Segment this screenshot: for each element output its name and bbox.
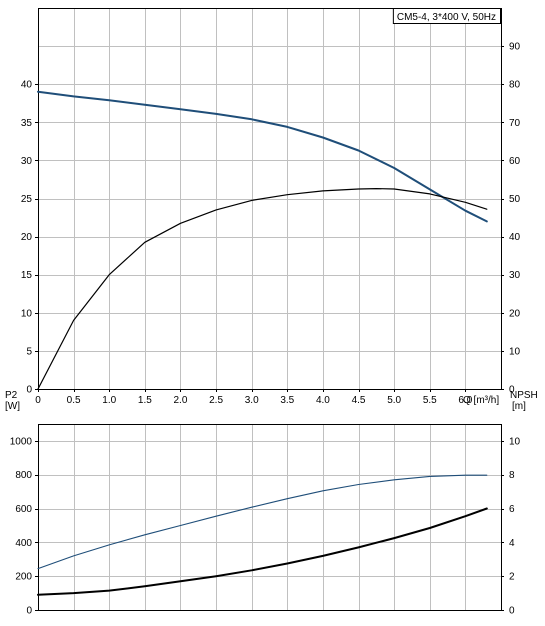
left-axis-tick-label: 30 [21,156,33,167]
right-axis-tick-label: 80 [509,80,521,91]
left-axis-tick-label: 400 [15,538,32,549]
x-axis-tick-label: 2.0 [174,395,188,406]
left-axis-tick-label: 5 [26,346,32,357]
right-axis-tick-label: 8 [509,470,515,481]
left-axis-tick-label: 800 [15,470,32,481]
x-axis-tick-label: 5.0 [387,395,401,406]
chart-title-box: CM5-4, 3*400 V, 50Hz [392,8,501,24]
right-axis-tick-label: 90 [509,42,521,53]
right-axis-tick-label: 10 [509,346,521,357]
left-axis-tick-label: 600 [15,504,32,515]
right-axis-label: NPSH [510,390,538,401]
x-axis-tick-label: 1.0 [102,395,116,406]
right-axis-tick-label: 0 [509,385,515,396]
right-axis-tick-label: 0 [509,606,515,617]
left-axis-tick-label: 10 [21,308,33,319]
right-axis-tick-label: 10 [509,436,521,447]
right-axis-unit: [m] [512,401,526,412]
series-line-2 [37,507,488,596]
right-axis-tick-label: 40 [509,232,521,243]
plot-frame [38,424,502,611]
left-axis-tick-label: 0 [26,606,32,617]
right-axis-tick-label: 30 [509,270,521,281]
x-axis-tick-label: 3.0 [245,395,259,406]
left-axis-unit: [W] [5,401,20,412]
head-efficiency-panel: 05101520253035400102030405060708090H[m]e… [21,8,521,406]
x-axis-tick-label: 2.5 [209,395,223,406]
x-axis-tick-label: 6.0 [458,395,472,406]
left-axis-tick-label: 40 [21,80,33,91]
right-axis-tick-label: 70 [509,118,521,129]
x-axis-tick-label: 0 [35,395,41,406]
title-box-border [392,8,501,24]
series-line-1 [37,474,488,570]
left-axis-tick-label: 20 [21,232,33,243]
left-axis-label: P2 [5,390,18,401]
left-axis-tick-label: 25 [21,194,33,205]
left-axis-tick-label: 1000 [10,436,33,447]
right-axis-tick-label: 20 [509,308,521,319]
series-line-2 [37,188,488,390]
right-axis-tick-label: 50 [509,194,521,205]
x-axis-tick-label: 3.5 [280,395,294,406]
left-axis-tick-label: 0 [26,385,32,396]
left-axis-tick-label: 200 [15,572,32,583]
right-axis-tick-label: 4 [509,538,515,549]
x-axis-tick-label: 5.5 [423,395,437,406]
left-axis-tick-label: 35 [21,118,33,129]
x-axis-tick-label: 0.5 [67,395,81,406]
x-axis-tick-label: 4.5 [352,395,366,406]
x-axis-tick-label: 1.5 [138,395,152,406]
power-npsh-panel: 0 200 400 600 800 1000 0 2 4 6 8 10 P2[W] NPSH[m] [5,390,538,617]
chart-title: CM5-4, 3*400 V, 50Hz [397,12,496,23]
right-axis-tick-label: 2 [509,572,515,583]
left-axis-tick-label: 15 [21,270,33,281]
x-axis-tick-label: 4.0 [316,395,330,406]
series-line-1 [37,90,488,223]
x-axis-label: Q [m³/h] [463,395,499,406]
right-axis-tick-label: 6 [509,504,515,515]
right-axis-tick-label: 60 [509,156,521,167]
